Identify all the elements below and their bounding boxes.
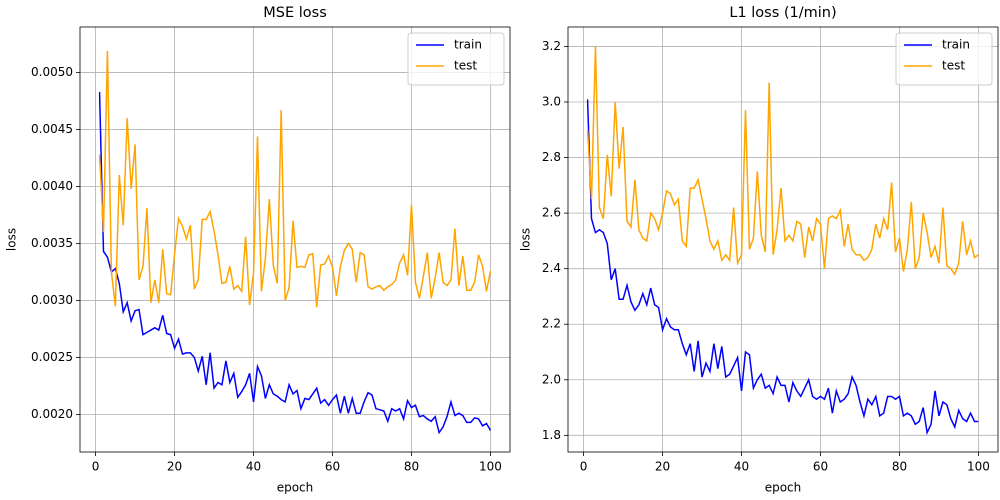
series-line <box>588 46 979 274</box>
x-axis-label: epoch <box>277 481 314 495</box>
chart-title: L1 loss (1/min) <box>729 5 836 21</box>
legend: train test <box>407 32 505 86</box>
chart-title: MSE loss <box>263 5 327 21</box>
y-tick-label: 1.8 <box>542 428 561 442</box>
x-axis-label: epoch <box>765 481 802 495</box>
legend-label: train <box>942 38 970 52</box>
series-line <box>100 51 491 307</box>
x-tick-label: 60 <box>813 460 828 474</box>
legend-label: test <box>942 59 965 73</box>
x-tick-label: 100 <box>479 460 502 474</box>
y-tick-label: 0.0045 <box>31 122 73 136</box>
legend-label: test <box>454 59 477 73</box>
x-tick-label: 40 <box>246 460 261 474</box>
axes-frame <box>79 26 511 453</box>
y-tick-label: 3.2 <box>542 39 561 53</box>
x-tick-label: 20 <box>655 460 670 474</box>
y-tick-label: 2.2 <box>542 317 561 331</box>
x-tick-label: 60 <box>325 460 340 474</box>
legend: train test <box>895 32 993 86</box>
y-tick-label: 0.0040 <box>31 179 73 193</box>
y-tick-label: 0.0025 <box>31 350 73 364</box>
y-tick-label: 2.6 <box>542 206 561 220</box>
axes: 0 20 40 60 80 100 1.8 2.0 2.2 2.4 2.6 2.8 3.0 3.2 L1 l… <box>519 5 999 495</box>
y-tick-label: 2.0 <box>542 372 561 386</box>
y-tick-label: 3.0 <box>542 95 561 109</box>
x-tick-label: 0 <box>92 460 100 474</box>
series-line <box>588 99 979 432</box>
x-tick-label: 80 <box>892 460 907 474</box>
x-tick-label: 40 <box>734 460 749 474</box>
x-tick-label: 100 <box>967 460 990 474</box>
y-tick-label: 2.8 <box>542 150 561 164</box>
x-tick-label: 0 <box>580 460 588 474</box>
legend-label: train <box>454 38 482 52</box>
axes-frame <box>567 26 999 453</box>
y-tick-label: 2.4 <box>542 261 561 275</box>
axes: 0 20 40 60 80 100 0.0020 0.0025 0.0030 0.0035 0.00… <box>5 5 511 495</box>
y-axis-label: loss <box>519 228 533 251</box>
x-tick-label: 20 <box>167 460 182 474</box>
legend-box <box>895 32 993 86</box>
legend-box <box>407 32 505 86</box>
y-tick-label: 0.0035 <box>31 236 73 250</box>
y-tick-label: 0.0050 <box>31 65 73 79</box>
y-tick-label: 0.0020 <box>31 407 73 421</box>
x-tick-label: 80 <box>404 460 419 474</box>
y-axis-label: loss <box>5 228 19 251</box>
y-tick-label: 0.0030 <box>31 293 73 307</box>
series-line <box>100 92 491 433</box>
